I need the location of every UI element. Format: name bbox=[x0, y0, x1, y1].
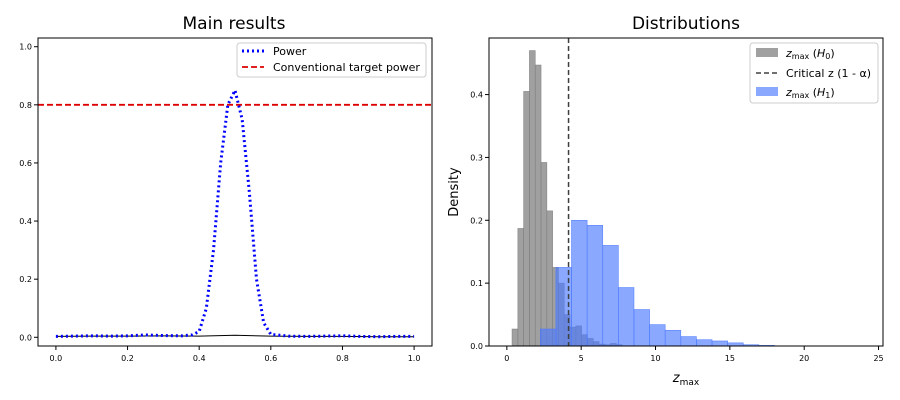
y-tick-label: 0.2 bbox=[19, 275, 32, 284]
h0-histogram-bar bbox=[534, 64, 542, 347]
legend-h0-swatch bbox=[756, 48, 778, 57]
legend-h1-swatch bbox=[756, 87, 778, 96]
y-tick-label: 0.8 bbox=[19, 101, 32, 110]
h1-histogram-bar bbox=[696, 339, 713, 347]
x-tick-label: 0.8 bbox=[336, 354, 349, 363]
x-tick-label: 25 bbox=[873, 354, 883, 363]
x-tick-label: 5 bbox=[579, 354, 584, 363]
right-plot-area bbox=[511, 38, 775, 347]
legend-target-label: Conventional target power bbox=[273, 61, 420, 74]
x-tick-label: 1.0 bbox=[408, 354, 421, 363]
baseline-series-line bbox=[55, 334, 415, 338]
legend-h1-label: zmax (H1) bbox=[785, 86, 835, 100]
y-tick-label: 0.4 bbox=[19, 217, 32, 226]
x-tick-label: 0.4 bbox=[193, 354, 206, 363]
left-chart: Main results 0.0 0.2 0.4 0.6 0.8 1.0 0.00.20.… bbox=[19, 14, 433, 363]
x-tick-label: 0.6 bbox=[264, 354, 277, 363]
legend-h0-label: zmax (H0) bbox=[785, 47, 835, 61]
y-tick-label: 0.0 bbox=[470, 342, 483, 351]
h1-histogram-bar bbox=[539, 328, 557, 347]
right-legend: zmax (H0) Critical z (1 - α) zmax (H1) bbox=[749, 42, 879, 104]
y-tick-label: 0.0 bbox=[19, 333, 32, 342]
x-tick-label: 20 bbox=[799, 354, 809, 363]
right-axes-frame bbox=[488, 37, 884, 347]
left-title: Main results bbox=[183, 14, 286, 34]
h0-histogram-bar bbox=[517, 228, 524, 347]
y-tick-label: 0.2 bbox=[470, 216, 483, 225]
h1-histogram-bar bbox=[680, 336, 697, 347]
left-legend: Power Conventional target power bbox=[236, 42, 427, 78]
y-tick-label: 0.3 bbox=[470, 153, 483, 162]
h0-histogram-bar bbox=[540, 162, 548, 347]
legend-critical-label: Critical z (1 - α) bbox=[786, 67, 871, 80]
y-tick-label: 0.1 bbox=[470, 279, 483, 288]
h0-histogram-bar bbox=[529, 50, 536, 347]
left-y-axis: 0.0 0.2 0.4 0.6 0.8 1.0 bbox=[19, 43, 38, 342]
h1-histogram-bar bbox=[602, 245, 619, 347]
legend-power-label: Power bbox=[273, 45, 307, 58]
right-legend-box bbox=[749, 42, 879, 104]
h1-histogram-bar bbox=[571, 219, 588, 347]
right-title: Distributions bbox=[632, 14, 740, 34]
y-tick-label: 0.6 bbox=[19, 159, 32, 168]
left-x-axis: 0.0 0.2 0.4 0.6 0.8 1.0 bbox=[50, 346, 421, 363]
x-tick-label: 10 bbox=[650, 354, 660, 363]
x-tick-label: 0.2 bbox=[121, 354, 134, 363]
right-ylabel: Density bbox=[447, 167, 462, 217]
h1-histogram-bar bbox=[664, 329, 682, 347]
h1-histogram-bar bbox=[633, 309, 650, 347]
right-x-axis: 0 5 10 15 20 25 bbox=[504, 346, 884, 363]
x-tick-label: 15 bbox=[725, 354, 735, 363]
power-series-line bbox=[55, 88, 415, 339]
h0-histogram-bar bbox=[523, 91, 530, 347]
x-tick-label: 0.0 bbox=[50, 354, 63, 363]
h0-histogram-bar bbox=[511, 328, 519, 347]
h1-histogram-bar bbox=[711, 340, 728, 347]
right-chart: Distributions 0 5 10 15 20 25 0.0 0.1 0.2 0.3 0.4… bbox=[447, 14, 884, 388]
left-legend-box bbox=[236, 42, 427, 78]
x-tick-label: 0 bbox=[504, 354, 509, 363]
h0-histogram-bar bbox=[546, 210, 553, 347]
h1-histogram-bar bbox=[586, 225, 604, 347]
h1-histogram-bar bbox=[649, 324, 666, 347]
left-axes-frame bbox=[37, 37, 433, 347]
y-tick-label: 0.4 bbox=[470, 91, 483, 100]
right-y-axis: 0.0 0.1 0.2 0.3 0.4 bbox=[470, 91, 489, 351]
h1-histogram-bar bbox=[618, 287, 635, 347]
left-plot-area bbox=[38, 88, 432, 339]
y-tick-label: 1.0 bbox=[19, 43, 32, 52]
right-xlabel: zmax bbox=[672, 371, 700, 388]
